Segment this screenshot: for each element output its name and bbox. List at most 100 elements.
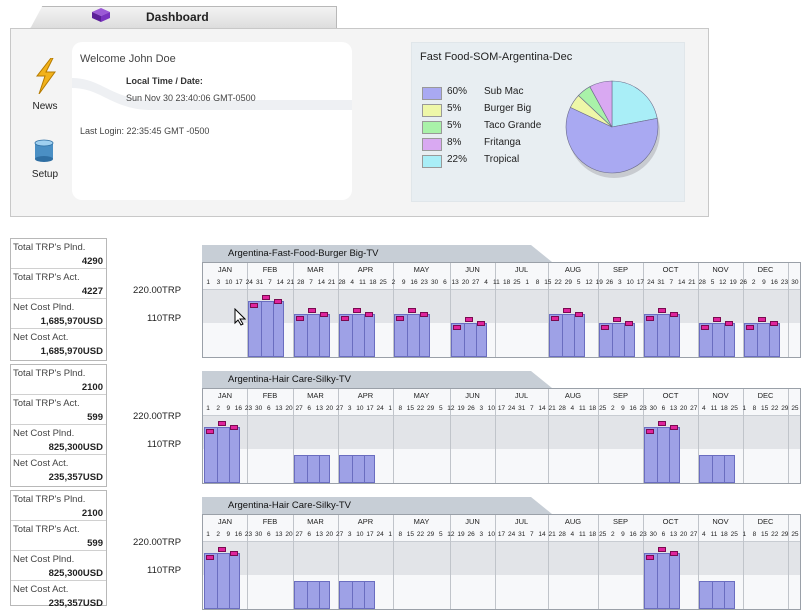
bar-week-divider [562,315,563,356]
trp-bar[interactable] [644,553,680,609]
actual-marker[interactable] [465,317,473,322]
actual-marker[interactable] [308,308,316,313]
actual-marker[interactable] [625,321,633,326]
actual-marker[interactable] [230,425,238,430]
week-label: 21 [286,279,295,286]
actual-marker[interactable] [353,308,361,313]
actual-marker[interactable] [320,312,328,317]
actual-marker[interactable] [563,308,571,313]
week-label: 23 [244,531,253,538]
trp-bar[interactable] [294,581,330,609]
actual-marker[interactable] [477,321,485,326]
actual-marker[interactable] [670,551,678,556]
trp-bar[interactable] [204,553,240,609]
week-label: 4 [484,279,488,286]
week-label: 9 [226,531,231,538]
week-label: 12 [585,279,593,286]
actual-marker[interactable] [646,316,654,321]
y-tick-label: 110TRP [147,565,182,576]
actual-marker[interactable] [396,316,404,321]
actual-marker[interactable] [274,299,282,304]
actual-marker[interactable] [365,312,373,317]
trp-bar[interactable] [339,455,375,483]
trp-bar[interactable] [644,427,680,483]
actual-marker[interactable] [218,421,226,426]
actual-marker[interactable] [551,316,559,321]
trp-bar[interactable] [394,314,430,357]
week-label: 30 [430,279,439,286]
month-divider [293,263,294,357]
trp-bar[interactable] [248,301,284,357]
week-label: 25 [730,531,738,538]
week-label: 31 [255,279,264,286]
trp-bar[interactable] [204,427,240,483]
actual-marker[interactable] [206,429,214,434]
week-label: 8 [535,279,540,286]
week-label: 10 [356,531,364,538]
trp-bar[interactable] [339,314,375,357]
actual-marker[interactable] [701,325,709,330]
actual-marker[interactable] [658,421,666,426]
month-label: MAR [307,517,324,526]
trp-bar[interactable] [699,581,735,609]
trp-bar[interactable] [339,581,375,609]
actual-marker[interactable] [408,308,416,313]
timeline-grid: JAN FEB MAR APR MAY JUN JUL AUG SEP OCT NOV DEC 1 2 9 1… [202,514,801,610]
actual-marker[interactable] [341,316,349,321]
week-label: 1 [742,531,747,538]
week-label: 10 [356,405,364,412]
week-label: 16 [234,531,243,538]
week-label: 1 [525,279,530,286]
trp-bar[interactable] [294,314,330,357]
actual-marker[interactable] [670,312,678,317]
cylinder-icon[interactable] [34,139,54,163]
actual-marker[interactable] [746,325,754,330]
pie-panel: Fast Food-SOM-Argentina-Dec 60% Sub Mac 5%… [411,42,685,202]
week-label: 18 [588,405,597,412]
week-label: 21 [328,279,336,286]
actual-marker[interactable] [575,312,583,317]
lightning-icon[interactable] [31,58,59,94]
legend-label: Taco Grande [484,120,542,131]
actual-marker[interactable] [725,321,733,326]
chart-title: Argentina-Fast-Food-Burger Big-TV [228,248,379,259]
campaign-chart: Argentina-Hair Care-Silky-TV JAN FEB MAR APR… [202,371,801,484]
actual-marker[interactable] [613,317,621,322]
actual-marker[interactable] [658,547,666,552]
actual-marker[interactable] [770,321,778,326]
actual-marker[interactable] [218,547,226,552]
trp-bar[interactable] [699,455,735,483]
nav-news-label[interactable]: News [32,101,58,112]
actual-marker[interactable] [453,325,461,330]
month-label: MAY [413,391,430,400]
stat-divider [11,394,106,395]
week-label: 8 [752,531,757,538]
actual-marker[interactable] [658,308,666,313]
bar-week-divider [364,456,365,482]
actual-marker[interactable] [230,551,238,556]
actual-marker[interactable] [601,325,609,330]
actual-marker[interactable] [250,303,258,308]
week-label: 6 [266,405,271,412]
actual-marker[interactable] [296,316,304,321]
trp-bar[interactable] [644,314,680,357]
actual-marker[interactable] [206,555,214,560]
month-divider [548,263,549,357]
actual-marker[interactable] [758,317,766,322]
actual-marker[interactable] [646,429,654,434]
trp-bar[interactable] [549,314,585,357]
stat-label: Total TRP's Plnd. [13,242,86,253]
actual-marker[interactable] [420,312,428,317]
nav-setup-label[interactable]: Setup [31,169,59,180]
actual-marker[interactable] [670,425,678,430]
week-label: 15 [760,405,769,412]
legend-swatch [422,155,442,168]
month-label: OCT [662,265,679,274]
actual-marker[interactable] [262,295,270,300]
actual-marker[interactable] [646,555,654,560]
trp-bar[interactable] [294,455,330,483]
week-label: 17 [366,405,374,412]
actual-marker[interactable] [713,317,721,322]
week-label: 8 [752,405,757,412]
month-divider [698,389,699,483]
